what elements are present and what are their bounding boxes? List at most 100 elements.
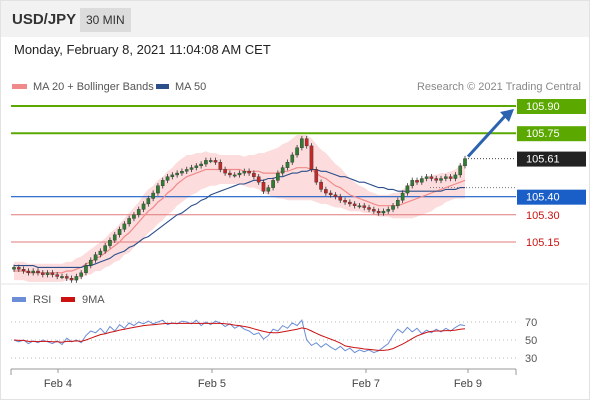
x-tick-label-1: Feb 5 [198, 378, 226, 390]
candle-body-17 [93, 254, 98, 261]
candle-body-23 [122, 223, 127, 230]
candle-body-91 [448, 176, 453, 179]
candle-body-56 [280, 167, 285, 174]
rsi-legend-swatch-rsi [12, 297, 26, 302]
candle-body-32 [165, 176, 170, 181]
candle-body-13 [74, 276, 79, 281]
level-label-0: 105.90 [526, 101, 560, 113]
candle-body-69 [343, 200, 347, 203]
candle-body-11 [64, 276, 69, 279]
candle-body-52 [261, 181, 266, 192]
candle-body-3 [26, 270, 31, 274]
candle-body-64 [319, 181, 323, 190]
rsi-series-1 [13, 322, 466, 351]
candle-body-0 [12, 267, 16, 270]
candle-body-68 [338, 196, 343, 201]
candle-body-58 [290, 154, 295, 163]
candle-body-35 [180, 171, 184, 174]
x-tick-label-0: Feb 4 [44, 378, 72, 390]
candle-body-49 [247, 171, 251, 174]
candle-body-20 [108, 239, 112, 246]
level-label-3: 105.40 [526, 192, 560, 204]
level-label-2: 105.61 [526, 154, 560, 166]
candle-body-39 [199, 163, 203, 167]
candle-body-40 [204, 160, 208, 165]
candle-body-92 [453, 174, 458, 179]
candle-body-57 [285, 162, 290, 168]
candle-body-93 [458, 165, 463, 176]
rsi-tick-2: 30 [525, 353, 537, 365]
candle-body-7 [45, 272, 50, 275]
projection-arrow [466, 113, 508, 158]
candle-body-38 [194, 165, 199, 168]
candle-body-87 [429, 176, 434, 179]
candle-body-63 [314, 169, 319, 183]
candle-body-67 [333, 194, 338, 197]
projection-arrowhead [500, 109, 514, 122]
candle-body-94 [463, 158, 467, 167]
timeframe-button[interactable]: 30 MIN [80, 8, 131, 32]
candle-body-62 [309, 145, 314, 170]
candle-body-86 [424, 176, 429, 179]
candle-body-25 [132, 214, 136, 219]
legend-credit: Research © 2021 Trading Central [417, 81, 581, 93]
rsi-legend-label-rsi: RSI [33, 294, 51, 306]
candle-body-42 [213, 160, 218, 163]
candle-body-1 [16, 267, 21, 270]
candle-body-41 [208, 160, 213, 162]
candle-body-34 [175, 172, 179, 176]
x-tick-label-3: Feb 9 [454, 378, 482, 390]
legend-label-ma20: MA 20 + Bollinger Bands [33, 81, 154, 93]
rsi-tick-1: 50 [525, 335, 537, 347]
candle-body-70 [348, 201, 352, 205]
candle-body-48 [242, 171, 247, 174]
candle-body-5 [36, 270, 40, 274]
symbol-title: USD/JPY [12, 11, 77, 28]
candle-body-31 [160, 180, 165, 186]
level-badge-0 [517, 99, 586, 114]
candle-body-85 [420, 178, 424, 183]
legend-swatch-ma20 [12, 84, 27, 89]
candle-body-88 [434, 178, 439, 181]
candle-body-81 [400, 192, 405, 201]
level-label-4: 105.30 [526, 210, 560, 222]
candle-body-36 [184, 169, 189, 172]
candle-body-82 [405, 185, 410, 194]
bollinger-band [14, 135, 465, 282]
candle-body-29 [151, 192, 155, 199]
candle-body-4 [31, 270, 35, 274]
candle-body-73 [362, 205, 367, 208]
candle-body-80 [396, 200, 400, 206]
candle-body-65 [324, 189, 328, 194]
x-tick-label-2: Feb 7 [352, 378, 380, 390]
level-badge-2 [517, 151, 586, 167]
candle-body-60 [300, 138, 304, 148]
candle-body-53 [266, 187, 271, 192]
candle-body-28 [146, 198, 151, 205]
level-label-5: 105.15 [526, 237, 560, 249]
candle-body-30 [156, 185, 160, 194]
candle-body-84 [415, 180, 419, 183]
candle-body-59 [295, 147, 299, 156]
rsi-plot-area: 70 50 30 [11, 317, 537, 365]
level-badge-1 [517, 126, 586, 142]
candle-body-45 [228, 172, 232, 176]
ma50-line [14, 168, 465, 268]
candle-body-8 [50, 272, 55, 275]
candle-body-21 [112, 234, 117, 241]
candle-body-66 [328, 192, 333, 196]
candle-body-55 [276, 172, 280, 181]
candle-body-50 [252, 172, 256, 177]
candle-body-16 [88, 259, 93, 266]
candle-body-51 [256, 176, 261, 183]
candle-body-24 [127, 218, 131, 225]
price-plot-area: 105.90 105.75 105.61 105.40 105.30 105.15 [11, 99, 586, 283]
candle-body-71 [352, 203, 357, 206]
rsi-legend-label-9ma: 9MA [82, 294, 105, 306]
candle-body-2 [21, 269, 26, 272]
candle-body-90 [444, 176, 448, 179]
chart-datetime: Monday, February 8, 2021 11:04:08 AM CET [14, 42, 271, 57]
candle-body-22 [117, 229, 122, 235]
rsi-tick-0: 70 [525, 317, 537, 329]
candle-body-89 [439, 178, 443, 181]
